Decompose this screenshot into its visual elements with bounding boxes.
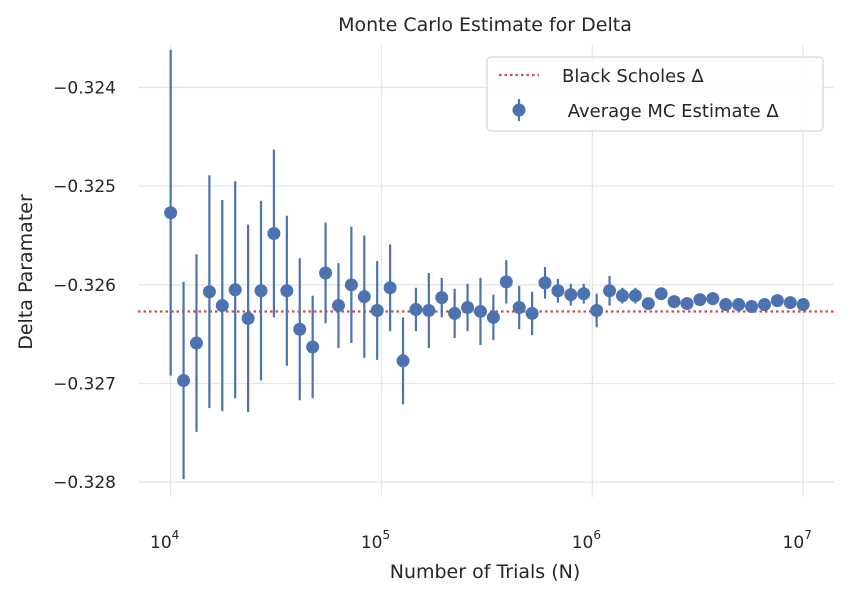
x-tick-label: 106 — [572, 528, 601, 553]
data-point — [461, 301, 475, 315]
data-point — [783, 296, 797, 310]
data-point — [319, 266, 333, 280]
data-point — [241, 311, 255, 325]
data-point — [331, 299, 345, 313]
data-point — [577, 287, 591, 301]
data-point — [422, 303, 436, 317]
legend: Black Scholes Δ Average MC Estimate Δ — [486, 56, 824, 132]
data-point — [628, 289, 642, 303]
y-tick-label: −0.328 — [53, 473, 116, 493]
data-point — [538, 276, 552, 290]
data-point — [280, 284, 294, 298]
legend-box — [486, 56, 824, 132]
data-point — [693, 293, 707, 307]
data-point — [357, 290, 371, 304]
data-point — [499, 275, 513, 289]
y-tick-labels: −0.328 −0.327 −0.326 −0.325 −0.324 — [53, 78, 116, 493]
data-point — [370, 303, 384, 317]
data-point — [383, 281, 397, 295]
legend-marker-swatch — [512, 103, 526, 117]
data-point — [590, 303, 604, 317]
data-point — [564, 288, 578, 302]
data-point — [164, 206, 178, 220]
data-point — [680, 297, 694, 311]
y-tick-label: −0.326 — [53, 276, 116, 296]
data-point — [667, 295, 681, 309]
x-tick-label: 104 — [150, 528, 179, 553]
legend-label-black-scholes: Black Scholes Δ — [562, 66, 704, 87]
y-tick-label: −0.324 — [53, 78, 116, 98]
data-point — [551, 284, 565, 298]
data-point — [435, 291, 449, 305]
x-tick-labels: 104 105 106 107 — [150, 528, 812, 553]
data-point — [267, 226, 281, 240]
data-point — [344, 278, 358, 292]
x-tick-label: 107 — [783, 528, 812, 553]
data-point — [189, 336, 203, 350]
data-point — [641, 297, 655, 311]
chart-title: Monte Carlo Estimate for Delta — [338, 14, 632, 36]
y-axis-label: Delta Paramater — [15, 194, 37, 350]
data-point — [293, 322, 307, 336]
legend-label-mc-estimate: Average MC Estimate Δ — [562, 101, 779, 122]
y-tick-label: −0.327 — [53, 375, 116, 395]
data-point — [525, 306, 539, 320]
data-point — [396, 354, 410, 368]
y-tick-label: −0.325 — [53, 177, 116, 197]
data-point — [719, 298, 733, 312]
x-tick-label: 105 — [361, 528, 390, 553]
data-point — [732, 298, 746, 312]
data-point — [473, 304, 487, 318]
data-point — [228, 283, 242, 297]
data-point — [796, 298, 810, 312]
data-point — [603, 284, 617, 298]
data-point — [512, 301, 526, 315]
data-point — [706, 292, 720, 306]
data-point — [215, 299, 229, 313]
data-point — [486, 310, 500, 324]
data-point — [306, 340, 320, 354]
x-axis-label: Number of Trials (N) — [390, 561, 581, 583]
data-points — [164, 206, 810, 388]
data-point — [409, 302, 423, 316]
data-point — [745, 300, 759, 314]
data-point — [757, 298, 771, 312]
data-point — [254, 284, 268, 298]
data-point — [615, 289, 629, 303]
data-point — [448, 306, 462, 320]
data-point — [770, 294, 784, 308]
data-point — [177, 374, 191, 388]
data-point — [654, 287, 668, 301]
data-point — [202, 285, 216, 299]
